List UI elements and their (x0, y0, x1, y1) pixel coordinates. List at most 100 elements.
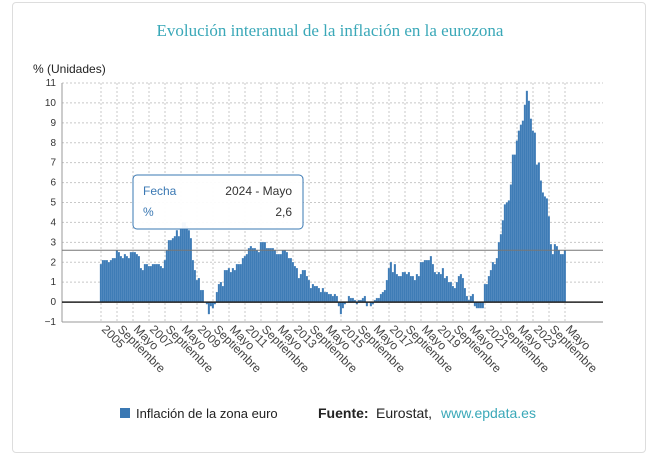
bar (155, 264, 158, 303)
bar (333, 293, 336, 303)
bar (461, 278, 464, 303)
bar (139, 268, 142, 303)
bar (235, 264, 238, 303)
bar (499, 234, 502, 303)
bar (291, 262, 294, 303)
y-tick-label: −1 (45, 317, 57, 328)
bar (515, 140, 518, 303)
bar (441, 268, 444, 303)
bar (211, 301, 214, 309)
bar (407, 272, 410, 303)
bar (125, 256, 128, 303)
bar (277, 254, 280, 303)
bar (537, 162, 540, 303)
bar (551, 254, 554, 303)
bar (543, 196, 546, 303)
bar (299, 274, 302, 303)
bar (175, 230, 178, 303)
bar (319, 291, 322, 303)
bar (143, 264, 146, 303)
bar (301, 270, 304, 303)
bar (419, 262, 422, 303)
bar (437, 272, 440, 303)
bar (509, 184, 512, 303)
y-tick-label: 11 (46, 78, 57, 89)
source-text: Eurostat, (376, 405, 432, 421)
bar (385, 280, 388, 303)
bar (161, 268, 164, 303)
bar (283, 250, 286, 303)
bar (273, 250, 276, 303)
bar (169, 240, 172, 303)
legend-swatch[interactable] (120, 408, 130, 418)
bar (443, 278, 446, 303)
bar (225, 270, 228, 303)
bar (261, 242, 264, 303)
bar (497, 242, 500, 303)
bar (289, 258, 292, 303)
bar (563, 250, 566, 303)
bar (281, 250, 284, 303)
bar (327, 293, 330, 303)
bar (237, 264, 240, 303)
bar (129, 252, 132, 303)
bar (547, 216, 550, 303)
bar (411, 276, 414, 303)
bar (423, 260, 426, 303)
y-tick-label: 3 (50, 237, 56, 248)
bar (347, 295, 350, 303)
bar (149, 266, 152, 303)
bar (199, 289, 202, 303)
bar (221, 285, 224, 303)
bar (293, 266, 296, 303)
bar (115, 250, 118, 303)
bar (311, 284, 314, 303)
y-tick-label: 5 (50, 198, 56, 209)
bar (267, 248, 270, 303)
bar (501, 220, 504, 303)
bar (275, 254, 278, 303)
y-tick-label: 4 (50, 217, 56, 228)
bar (251, 248, 254, 303)
bar (137, 256, 140, 303)
bar (107, 262, 110, 303)
bar (335, 295, 338, 303)
bar (285, 252, 288, 303)
bar (519, 124, 522, 303)
bar (109, 260, 112, 303)
bar (135, 254, 138, 303)
bar (279, 254, 282, 303)
bar (183, 222, 186, 303)
bar (517, 130, 520, 303)
source-label: Fuente: (318, 405, 369, 421)
bar (197, 278, 200, 303)
bar (405, 274, 408, 303)
source-link[interactable]: www.epdata.es (440, 405, 536, 421)
bar (477, 301, 480, 309)
bar (397, 276, 400, 303)
tooltip-box (132, 174, 304, 230)
bar (409, 276, 412, 303)
y-tick-label: 1 (50, 277, 56, 288)
bar (303, 270, 306, 303)
bar (483, 284, 486, 303)
bar (523, 104, 526, 303)
bar (555, 246, 558, 303)
bar (447, 282, 450, 303)
bar (217, 284, 220, 303)
bar (491, 262, 494, 303)
bar (297, 278, 300, 303)
bar (263, 242, 266, 303)
legend-label[interactable]: Inflación de la zona euro (136, 406, 278, 421)
bar (167, 240, 170, 303)
bar (561, 254, 564, 303)
bar (265, 248, 268, 303)
bar (113, 258, 116, 303)
bar (165, 250, 168, 303)
bar (403, 272, 406, 303)
bar (451, 285, 454, 303)
bar (435, 274, 438, 303)
tooltip-date-label: Fecha (143, 184, 177, 198)
bar (163, 260, 166, 303)
